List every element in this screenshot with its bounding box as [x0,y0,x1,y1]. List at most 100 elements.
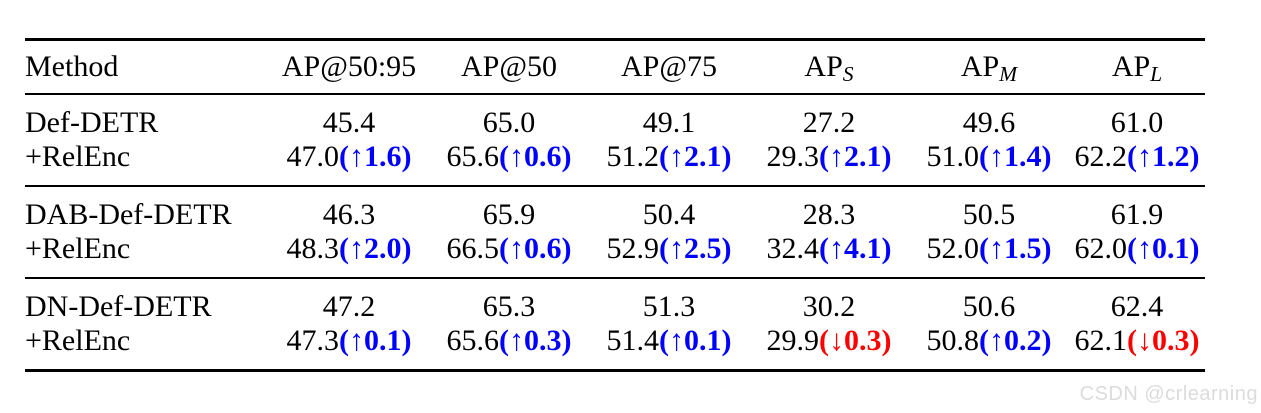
method-cell: Def-DETR [25,106,159,139]
table-header: Method AP@50:95 AP@50 AP@75 APS APM APL [25,39,1205,95]
table-row: +RelEnc 47.0(↑1.6) 65.6(↑0.6) 51.2(↑2.1) 29.… [25,140,1205,186]
up-arrow-icon: ↑ [1137,140,1152,173]
up-arrow-icon: ↑ [509,324,524,357]
up-arrow-icon: ↑ [509,232,524,265]
delta-badge: (↑0.2) [979,324,1052,357]
table-row: DAB-Def-DETR 46.3 65.9 50.4 28.3 50.5 61.9 [25,186,1205,232]
value-cell: 52.0(↑1.5) [926,232,1052,265]
down-arrow-icon: ↓ [829,324,844,357]
value-cell: 66.5(↑0.6) [446,232,572,265]
method-group: DAB-Def-DETR 46.3 65.9 50.4 28.3 50.5 61.9 +Rel… [25,186,1205,278]
header-metric: APL [1069,39,1205,95]
value-cell: 49.6 [962,106,1016,139]
method-group: DN-Def-DETR 47.2 65.3 51.3 30.2 50.6 62.4 +RelE… [25,278,1205,371]
up-arrow-icon: ↑ [509,140,524,173]
up-arrow-icon: ↑ [1137,232,1152,265]
value-cell: 47.0(↑1.6) [286,140,412,173]
header-metric: AP@50:95 [269,39,429,95]
table-row: +RelEnc 47.3(↑0.1) 65.6(↑0.3) 51.4(↑0.1) 29.… [25,324,1205,371]
value-cell: 50.6 [962,290,1016,323]
value-cell: 62.1(↓0.3) [1074,324,1200,357]
delta-badge: (↑0.1) [1127,232,1200,265]
up-arrow-icon: ↑ [989,232,1004,265]
delta-badge: (↑1.4) [979,140,1052,173]
value-cell: 51.0(↑1.4) [926,140,1052,173]
value-cell: 32.4(↑4.1) [766,232,892,265]
value-cell: 51.4(↑0.1) [606,324,732,357]
value-cell: 28.3 [802,198,856,231]
value-cell: 45.4 [322,106,376,139]
up-arrow-icon: ↑ [989,324,1004,357]
header-metric: APM [909,39,1069,95]
value-cell: 65.6(↑0.6) [446,140,572,173]
header-method: Method [25,39,269,95]
down-arrow-icon: ↓ [1137,324,1152,357]
header-metric: AP@75 [589,39,749,95]
header-row: Method AP@50:95 AP@50 AP@75 APS APM APL [25,39,1205,95]
value-cell: 48.3(↑2.0) [286,232,412,265]
up-arrow-icon: ↑ [829,140,844,173]
value-cell: 51.3 [642,290,696,323]
up-arrow-icon: ↑ [669,232,684,265]
method-cell: DN-Def-DETR [25,290,212,323]
value-cell: 49.1 [642,106,696,139]
value-cell: 29.3(↑2.1) [766,140,892,173]
table-row: DN-Def-DETR 47.2 65.3 51.3 30.2 50.6 62.4 [25,278,1205,324]
value-cell: 65.0 [482,106,536,139]
value-cell: 61.9 [1110,198,1164,231]
delta-badge: (↓0.3) [1127,324,1200,357]
value-cell: 30.2 [802,290,856,323]
value-cell: 62.2(↑1.2) [1074,140,1200,173]
delta-badge: (↑1.6) [339,140,412,173]
up-arrow-icon: ↑ [349,232,364,265]
delta-badge: (↑0.1) [659,324,732,357]
up-arrow-icon: ↑ [349,324,364,357]
value-cell: 62.0(↑0.1) [1074,232,1200,265]
delta-badge: (↑2.0) [339,232,412,265]
csdn-watermark: CSDN @crlearning [1079,383,1258,405]
method-group: Def-DETR 45.4 65.0 49.1 27.2 49.6 61.0 +RelEnc 4… [25,94,1205,186]
value-cell: 47.2 [322,290,376,323]
up-arrow-icon: ↑ [669,140,684,173]
method-cell: +RelEnc [25,324,131,357]
delta-badge: (↑4.1) [819,232,892,265]
value-cell: 65.6(↑0.3) [446,324,572,357]
value-cell: 50.4 [642,198,696,231]
delta-badge: (↑2.5) [659,232,732,265]
value-cell: 52.9(↑2.5) [606,232,732,265]
value-cell: 46.3 [322,198,376,231]
up-arrow-icon: ↑ [829,232,844,265]
table-row: +RelEnc 48.3(↑2.0) 66.5(↑0.6) 52.9(↑2.5) 32.… [25,232,1205,278]
delta-badge: (↓0.3) [819,324,892,357]
value-cell: 61.0 [1110,106,1164,139]
up-arrow-icon: ↑ [989,140,1004,173]
metric-subscript: M [999,61,1018,86]
metric-subscript: L [1150,61,1163,86]
header-metric: AP@50 [429,39,589,95]
up-arrow-icon: ↑ [669,324,684,357]
method-cell: +RelEnc [25,140,131,173]
metric-subscript: S [842,61,854,86]
results-table: Method AP@50:95 AP@50 AP@75 APS APM APL Def-DE… [25,38,1205,372]
method-cell: DAB-Def-DETR [25,198,232,231]
value-cell: 47.3(↑0.1) [286,324,412,357]
value-cell: 50.5 [962,198,1016,231]
value-cell: 65.9 [482,198,536,231]
value-cell: 27.2 [802,106,856,139]
up-arrow-icon: ↑ [349,140,364,173]
value-cell: 50.8(↑0.2) [926,324,1052,357]
delta-badge: (↑2.1) [659,140,732,173]
delta-badge: (↑0.1) [339,324,412,357]
value-cell: 51.2(↑2.1) [606,140,732,173]
table-row: Def-DETR 45.4 65.0 49.1 27.2 49.6 61.0 [25,94,1205,140]
delta-badge: (↑0.6) [499,232,572,265]
delta-badge: (↑2.1) [819,140,892,173]
delta-badge: (↑0.3) [499,324,572,357]
header-metric: APS [749,39,909,95]
value-cell: 29.9(↓0.3) [766,324,892,357]
delta-badge: (↑1.2) [1127,140,1200,173]
delta-badge: (↑1.5) [979,232,1052,265]
method-cell: +RelEnc [25,232,131,265]
delta-badge: (↑0.6) [499,140,572,173]
